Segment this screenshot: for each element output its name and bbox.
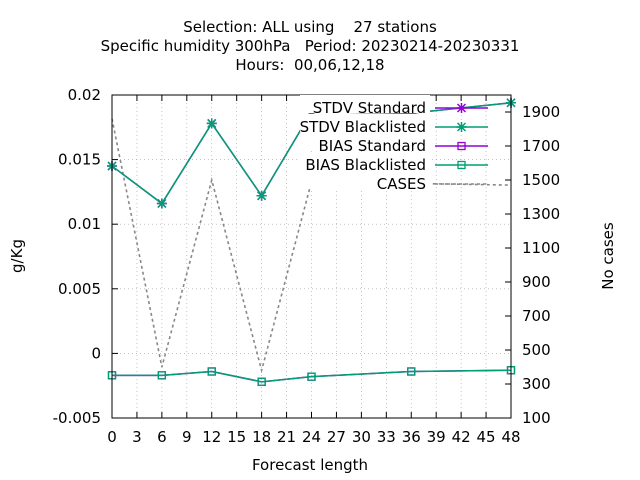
y2-tick-label: 1500 bbox=[522, 171, 560, 189]
legend-marker bbox=[456, 103, 467, 113]
y2-tick-label: 300 bbox=[522, 375, 551, 393]
legend-label: CASES bbox=[377, 175, 426, 193]
data-point-3 bbox=[157, 371, 167, 380]
y2-tick-label: 1900 bbox=[522, 103, 560, 121]
x-tick-label: 21 bbox=[277, 428, 296, 446]
data-point-3 bbox=[257, 377, 266, 386]
y2-tick-label: 100 bbox=[522, 409, 551, 427]
legend-label: BIAS Standard bbox=[318, 137, 426, 155]
legend-bg bbox=[300, 95, 430, 113]
y2-tick-label: 1300 bbox=[522, 205, 560, 223]
x-tick-label: 30 bbox=[352, 428, 371, 446]
x-tick-label: 48 bbox=[501, 428, 520, 446]
data-point-3 bbox=[207, 367, 216, 376]
x-tick-label: 6 bbox=[157, 428, 167, 446]
x-tick-label: 15 bbox=[227, 428, 246, 446]
x-tick-label: 3 bbox=[132, 428, 142, 446]
x-tick-label: 33 bbox=[377, 428, 396, 446]
y-tick-label: 0.01 bbox=[68, 215, 101, 233]
legend-label: STDV Blacklisted bbox=[300, 118, 426, 136]
y2-tick-label: 700 bbox=[522, 307, 551, 325]
y2-tick-label: 1700 bbox=[522, 137, 560, 155]
legend-marker bbox=[456, 122, 467, 132]
title-line-2: Specific humidity 300hPa Period: 2023021… bbox=[101, 37, 520, 55]
x-tick-label: 0 bbox=[107, 428, 117, 446]
legend-marker bbox=[457, 160, 466, 170]
x-tick-label: 39 bbox=[427, 428, 446, 446]
title-line-1: Selection: ALL using 27 stations bbox=[183, 18, 437, 36]
x-tick-label: 18 bbox=[252, 428, 271, 446]
data-point-3 bbox=[307, 372, 316, 381]
x-tick-label: 45 bbox=[477, 428, 496, 446]
x-tick-label: 36 bbox=[402, 428, 421, 446]
x-tick-label: 24 bbox=[302, 428, 321, 446]
axis-ticks: 0 3 6 9 12 15 18 21 24 27 30 33 36 39 42 45 48-0.00500.0… bbox=[53, 86, 561, 446]
series-line-3 bbox=[112, 369, 512, 383]
y2-tick-label: 1100 bbox=[522, 239, 560, 257]
legend-marker bbox=[457, 141, 466, 151]
x-tick-label: 9 bbox=[182, 428, 192, 446]
legend-label: STDV Standard bbox=[313, 99, 426, 117]
y2-tick-label: 500 bbox=[522, 341, 551, 359]
y-axis-label: g/Kg bbox=[8, 239, 26, 273]
chart-title: Selection: ALL using 27 stations Specifi… bbox=[101, 18, 520, 74]
legend-label: BIAS Blacklisted bbox=[305, 156, 426, 174]
data-point-1 bbox=[206, 118, 217, 129]
legend-bg bbox=[300, 114, 430, 132]
legend-bg bbox=[300, 133, 430, 151]
data-point-1 bbox=[156, 198, 167, 209]
data-point-3 bbox=[407, 367, 416, 376]
y2-tick-label: 900 bbox=[522, 273, 551, 291]
y-tick-label: -0.005 bbox=[53, 409, 101, 427]
title-line-3: Hours: 00,06,12,18 bbox=[235, 56, 384, 74]
grid bbox=[112, 95, 511, 418]
x-tick-label: 42 bbox=[452, 428, 471, 446]
x-tick-label: 27 bbox=[327, 428, 346, 446]
data-point-1 bbox=[256, 190, 267, 201]
legend-bg bbox=[300, 171, 430, 189]
y2-axis-label: No cases bbox=[599, 222, 617, 290]
y-tick-label: 0.015 bbox=[58, 151, 101, 169]
y-tick-label: 0 bbox=[91, 344, 101, 362]
x-axis-label: Forecast length bbox=[252, 456, 368, 474]
legend-bg bbox=[300, 152, 430, 170]
data-point-1 bbox=[406, 108, 417, 119]
y-tick-label: 0.005 bbox=[58, 280, 101, 298]
x-tick-label: 12 bbox=[202, 428, 221, 446]
y-tick-label: 0.02 bbox=[68, 86, 101, 104]
